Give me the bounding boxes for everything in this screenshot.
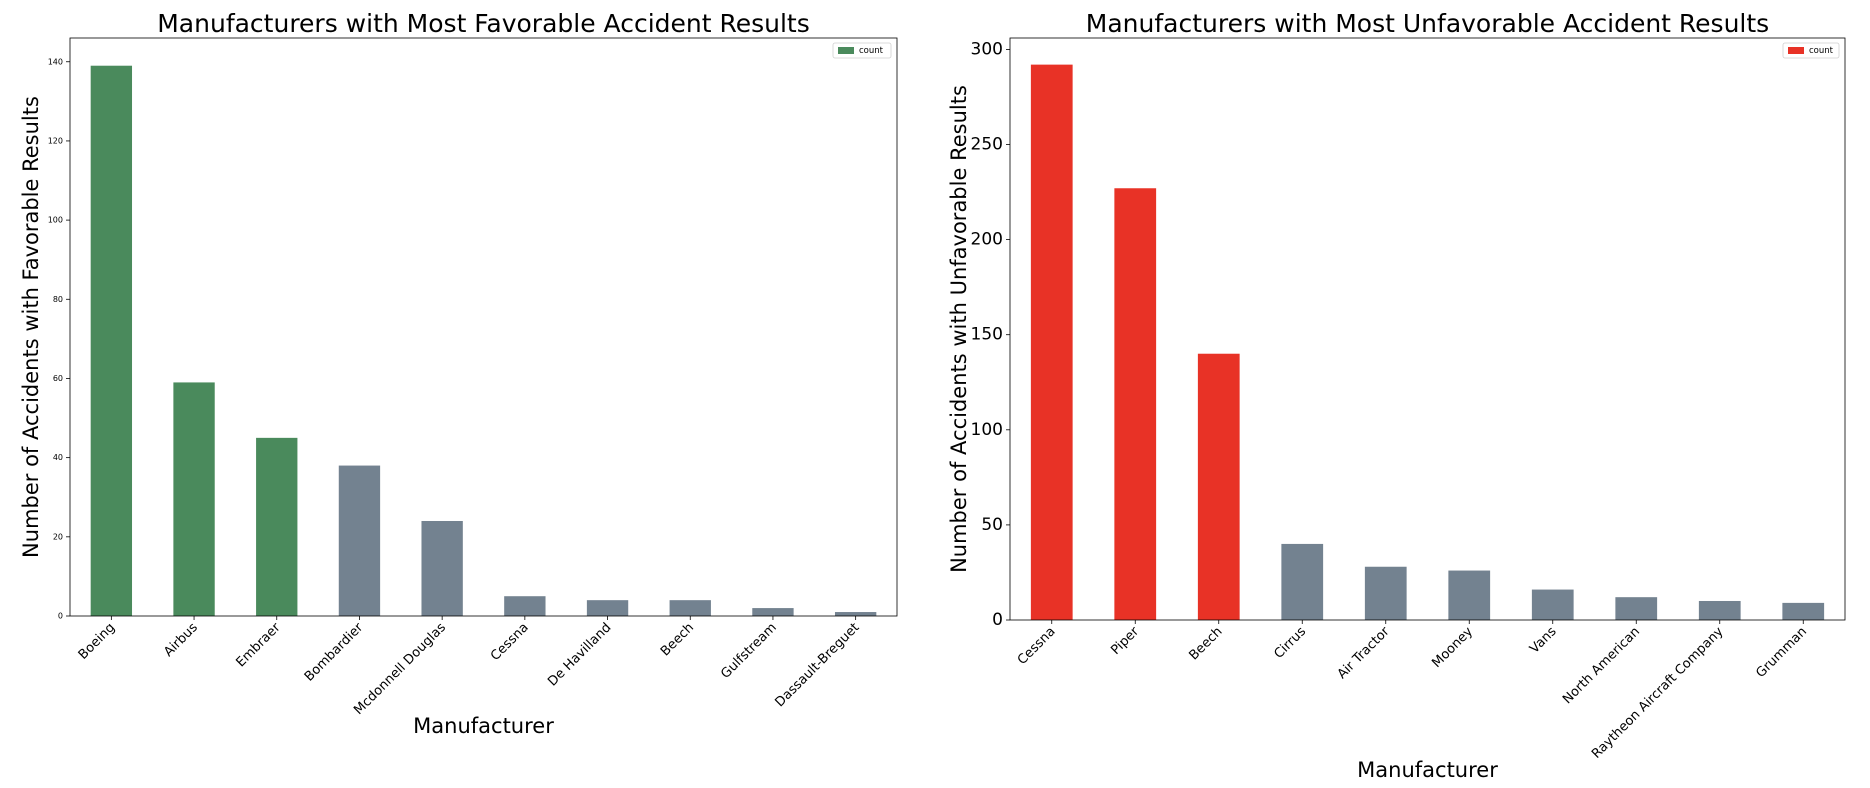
y-tick-label: 80 xyxy=(53,295,63,304)
y-tick-label: 120 xyxy=(48,136,63,145)
legend: count xyxy=(1782,42,1840,59)
bar-beech xyxy=(1197,353,1240,620)
y-tick-label: 200 xyxy=(971,230,1003,250)
bar-boeing xyxy=(90,65,133,616)
x-tick-label: Gulfstream xyxy=(718,620,780,682)
y-tick-label: 140 xyxy=(48,57,63,66)
chart-2: 0 50 100 150 200 250 300 Cessna Piper Beech Cirrus… xyxy=(947,9,1846,782)
x-tick-label: Mcdonnell Douglas xyxy=(351,620,449,718)
x-tick-label: Cirrus xyxy=(1271,624,1309,662)
bar-mooney xyxy=(1448,570,1491,620)
bar-cessna xyxy=(504,596,546,616)
bar-bombardier xyxy=(338,465,381,616)
y-tick-label: 150 xyxy=(971,325,1003,345)
y-tick-label: 0 xyxy=(58,612,63,621)
legend-swatch xyxy=(1788,47,1804,54)
bar-cirrus xyxy=(1281,543,1324,620)
y-tick-label: 40 xyxy=(53,453,63,462)
x-tick-label: Cessna xyxy=(1015,624,1059,668)
y-axis-label: Number of Accidents with Unfavorable Res… xyxy=(947,85,971,573)
x-tick-label: Bombardier xyxy=(302,620,367,685)
bar-embraer xyxy=(256,437,298,616)
chart-title: Manufacturers with Most Favorable Accide… xyxy=(157,9,810,38)
x-tick-label: Embraer xyxy=(234,620,285,671)
legend-box xyxy=(1782,42,1840,59)
y-tick-label: 100 xyxy=(971,420,1003,440)
y-tick-label: 20 xyxy=(53,532,63,541)
legend-label: count xyxy=(1809,46,1834,56)
x-tick-label: Beech xyxy=(658,620,697,659)
x-tick-label: Vans xyxy=(1527,624,1560,657)
legend-box xyxy=(832,42,892,59)
bar-de-havilland xyxy=(586,600,629,616)
bar-dassault-breguet xyxy=(834,612,877,616)
plot-frame xyxy=(1009,37,1846,621)
legend-swatch xyxy=(838,47,854,54)
x-tick-label: Boeing xyxy=(76,620,118,662)
y-tick-label: 60 xyxy=(53,374,63,383)
bar-north-american xyxy=(1615,597,1658,620)
y-tick-label: 100 xyxy=(48,216,63,225)
bar-grumman xyxy=(1782,602,1825,620)
bar-cessna xyxy=(1030,64,1073,621)
x-tick-label: North American xyxy=(1560,624,1643,707)
x-tick-label: Airbus xyxy=(161,620,201,660)
chart-1: 0 20 40 60 80 100 120 140 Boeing Airbus Embraer Bom… xyxy=(19,9,898,738)
x-tick-label: Grumman xyxy=(1753,624,1810,681)
bar-mcdonnell-douglas xyxy=(421,520,463,616)
bar-piper xyxy=(1114,188,1157,621)
bar-raytheon-aircraft-company xyxy=(1698,600,1741,620)
y-tick-label: 300 xyxy=(971,39,1003,59)
x-tick-label: Air Tractor xyxy=(1335,624,1393,682)
bar-beech xyxy=(669,600,711,616)
y-axis-label: Number of Accidents with Favorable Resul… xyxy=(19,96,43,558)
x-axis-label: Manufacturer xyxy=(413,714,554,738)
x-tick-label: Dassault-Breguet xyxy=(773,620,863,710)
x-tick-label: Beech xyxy=(1186,624,1225,663)
bar-air-tractor xyxy=(1364,566,1407,620)
bar-vans xyxy=(1531,589,1574,620)
chart-title: Manufacturers with Most Unfavorable Acci… xyxy=(1086,9,1769,38)
bar-gulfstream xyxy=(752,608,794,616)
legend: count xyxy=(832,42,892,59)
x-axis-label: Manufacturer xyxy=(1357,758,1498,782)
x-tick-label: De Havilland xyxy=(545,620,614,689)
x-tick-label: Piper xyxy=(1108,624,1142,658)
y-tick-label: 50 xyxy=(981,515,1003,535)
x-tick-label: Mooney xyxy=(1429,624,1476,671)
bar-airbus xyxy=(173,382,215,616)
y-tick-label: 0 xyxy=(992,610,1003,630)
plot-frame xyxy=(69,37,898,617)
y-tick-label: 250 xyxy=(971,135,1003,155)
x-tick-label: Raytheon Aircraft Company xyxy=(1589,624,1727,762)
legend-label: count xyxy=(859,46,884,56)
x-tick-label: Cessna xyxy=(488,620,532,664)
